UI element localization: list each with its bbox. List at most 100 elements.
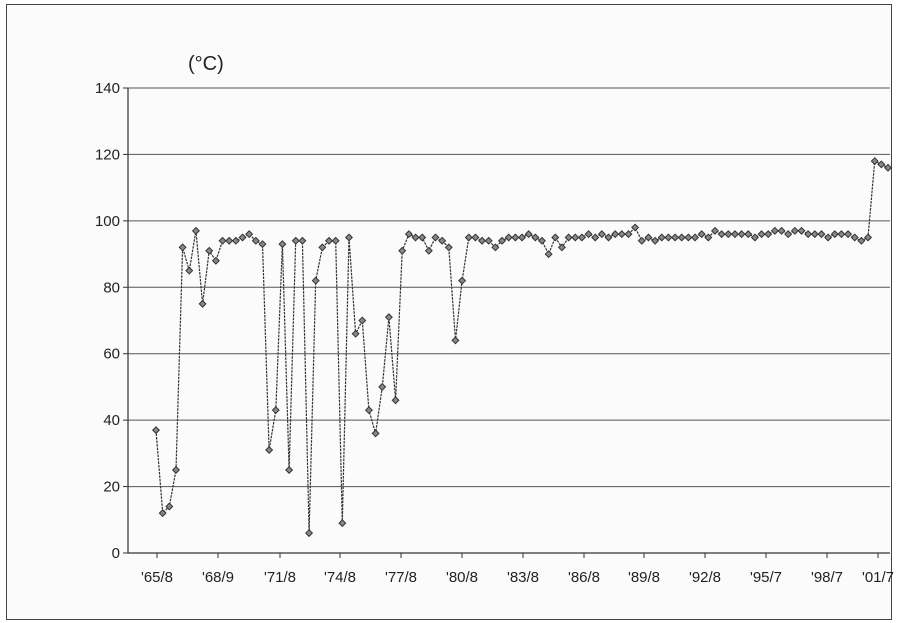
data-point — [478, 236, 487, 245]
data-point — [438, 236, 447, 245]
data-point — [298, 236, 307, 245]
data-point — [491, 243, 500, 252]
data-point — [571, 233, 580, 242]
data-point — [551, 233, 560, 242]
data-point — [218, 236, 227, 245]
data-point — [311, 276, 320, 285]
data-point — [378, 382, 387, 391]
data-point — [291, 236, 300, 245]
x-tick-labels: '65/8 '68/9 '71/8 '74/8 '77/8 '80/8 '83/8 '86/8… — [141, 569, 894, 586]
data-point — [617, 230, 626, 239]
data-point — [730, 230, 739, 239]
y-tick-label: 40 — [103, 412, 120, 429]
data-point — [644, 233, 653, 242]
data-point — [178, 243, 187, 252]
y-tick-label: 20 — [103, 479, 120, 496]
data-point — [797, 226, 806, 235]
data-point — [165, 502, 174, 511]
data-point — [251, 236, 260, 245]
data-point — [458, 276, 467, 285]
data-point — [870, 157, 879, 166]
data-point — [364, 406, 373, 415]
data-point — [158, 509, 167, 518]
data-point — [531, 233, 540, 242]
data-point — [517, 233, 527, 242]
data-point — [211, 256, 220, 265]
data-point — [777, 226, 786, 235]
data-point — [391, 396, 400, 405]
data-point — [757, 230, 766, 239]
data-point — [744, 230, 753, 239]
data-point — [764, 230, 773, 239]
data-point — [544, 250, 553, 259]
data-point — [411, 233, 420, 242]
data-point — [325, 236, 334, 245]
data-point — [657, 233, 666, 242]
data-point — [198, 299, 207, 308]
y-tick-label: 120 — [95, 146, 120, 163]
data-point — [883, 163, 893, 172]
series-line-path — [155, 160, 889, 534]
data-point — [697, 230, 706, 239]
data-point — [398, 246, 407, 255]
data-point — [504, 233, 513, 242]
data-point — [671, 233, 680, 242]
data-point — [664, 233, 673, 242]
data-point — [404, 230, 413, 239]
data-point — [810, 230, 819, 239]
data-point — [691, 233, 700, 242]
data-point — [804, 230, 813, 239]
data-point — [171, 465, 180, 474]
data-point — [677, 233, 686, 242]
data-point — [205, 246, 214, 255]
data-point — [784, 230, 793, 239]
series-line — [155, 160, 889, 534]
y-axis-unit-label: (°C) — [188, 53, 224, 75]
data-point — [271, 406, 280, 415]
x-tick-label: '01/7 — [862, 569, 894, 586]
data-point — [591, 233, 600, 242]
grid-lines — [128, 87, 890, 488]
y-tick-label: 60 — [103, 346, 120, 363]
data-point — [511, 233, 520, 242]
data-point — [318, 243, 327, 252]
x-tick-label: '89/8 — [628, 569, 660, 586]
data-point — [737, 230, 746, 239]
series-markers — [151, 157, 893, 538]
data-point — [830, 230, 839, 239]
data-point — [604, 233, 613, 242]
y-tick-label: 80 — [103, 279, 120, 296]
data-point — [338, 519, 347, 528]
data-point — [717, 230, 726, 239]
data-point — [231, 236, 240, 245]
x-tick-label: '86/8 — [568, 569, 600, 586]
data-point — [770, 226, 779, 235]
data-point — [524, 230, 533, 239]
data-point — [611, 230, 620, 239]
data-point — [597, 230, 606, 239]
data-point — [151, 426, 161, 435]
data-point — [464, 233, 473, 242]
data-point — [451, 336, 460, 345]
axes — [123, 87, 890, 558]
data-point — [351, 329, 360, 338]
data-point — [258, 240, 267, 249]
data-point — [484, 236, 493, 245]
data-point — [637, 236, 646, 245]
data-point — [864, 233, 873, 242]
data-point — [331, 236, 340, 245]
data-point — [790, 226, 799, 235]
data-point — [265, 446, 274, 455]
data-point — [877, 160, 886, 169]
data-point — [624, 230, 633, 239]
data-point — [498, 236, 507, 245]
x-tick-label: '77/8 — [385, 569, 417, 586]
data-point — [557, 243, 566, 252]
x-tick-label: '71/8 — [264, 569, 296, 586]
data-point — [245, 230, 254, 239]
data-point — [537, 236, 546, 245]
y-tick-label: 140 — [95, 80, 120, 97]
data-point — [850, 233, 859, 242]
x-tick-label: '80/8 — [446, 569, 478, 586]
